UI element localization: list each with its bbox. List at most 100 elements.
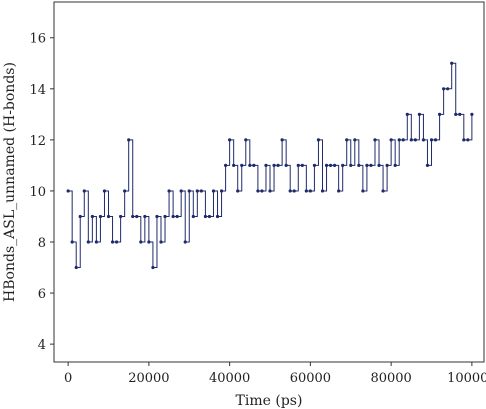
data-point (187, 189, 191, 193)
data-point (389, 138, 393, 142)
data-point (337, 189, 341, 193)
data-point (244, 138, 248, 142)
data-point (417, 112, 421, 116)
data-point (357, 163, 361, 167)
data-point (353, 138, 357, 142)
y-tick-label: 14 (29, 83, 46, 98)
x-tick-label: 80000 (370, 371, 411, 386)
data-point (312, 163, 317, 167)
data-point (320, 189, 325, 193)
data-point (86, 240, 90, 244)
data-point (74, 265, 78, 270)
data-point (284, 163, 288, 167)
data-point (82, 189, 86, 193)
data-point (280, 138, 284, 142)
data-point (183, 240, 187, 244)
data-point (365, 163, 369, 167)
data-point (260, 189, 264, 193)
x-tick-label: 20000 (128, 371, 169, 386)
plot-frame (53, 1, 485, 363)
data-point (437, 112, 442, 116)
data-point (304, 189, 308, 193)
data-point (127, 138, 131, 142)
data-point (349, 163, 353, 167)
data-point (292, 189, 296, 193)
data-point (369, 163, 373, 167)
data-point (345, 138, 349, 142)
y-tick-label: 4 (38, 338, 46, 353)
data-point (78, 214, 82, 219)
x-tick-label: 60000 (290, 371, 331, 386)
data-point (195, 189, 199, 193)
x-tick-label: 40000 (209, 371, 250, 386)
data-point (175, 214, 179, 219)
data-point (151, 265, 155, 270)
data-point (232, 163, 236, 167)
data-point (377, 163, 381, 167)
y-tick-label: 6 (38, 287, 46, 302)
data-point (296, 163, 300, 167)
data-point (131, 214, 135, 219)
y-axis-ticks: 4 6 8 10 12 14 16 (29, 32, 54, 353)
x-tick-label: 0 (64, 371, 72, 386)
data-point (106, 214, 111, 219)
data-point (240, 163, 244, 167)
data-point (429, 138, 434, 142)
data-point (333, 163, 337, 167)
data-point (191, 214, 195, 219)
data-point (466, 138, 470, 142)
data-point (324, 163, 329, 167)
data-point (66, 189, 70, 193)
data-point (236, 189, 240, 193)
data-point (458, 112, 462, 116)
data-point (454, 112, 458, 116)
data-point (114, 240, 119, 244)
data-point (288, 189, 292, 193)
data-point (163, 214, 167, 219)
data-point (341, 163, 345, 167)
x-tick-label: 100000 (447, 371, 486, 386)
data-point (450, 61, 454, 65)
data-point (470, 112, 474, 116)
data-point (211, 189, 216, 193)
series-layer (66, 61, 474, 270)
data-point (409, 138, 413, 142)
data-point (276, 163, 280, 167)
data-point (98, 214, 103, 219)
data-point (308, 189, 312, 193)
x-axis-label: Time (ps) (236, 393, 303, 409)
data-point (159, 240, 163, 244)
data-point (119, 214, 123, 219)
data-point (203, 214, 208, 219)
data-point (224, 163, 228, 167)
data-point (102, 189, 107, 193)
data-point (328, 163, 333, 167)
data-point (199, 189, 203, 193)
data-point (268, 189, 272, 193)
data-point (361, 189, 365, 193)
data-point (256, 189, 260, 193)
data-point (442, 87, 446, 91)
y-tick-label: 8 (38, 236, 46, 251)
data-point (264, 163, 268, 167)
data-point (316, 138, 321, 142)
series-line (68, 62, 473, 269)
data-point (167, 189, 171, 193)
data-point (171, 214, 175, 219)
data-point (373, 138, 377, 142)
data-point (381, 189, 385, 193)
data-point (123, 189, 127, 193)
data-point (139, 240, 143, 244)
y-tick-label: 16 (29, 32, 46, 47)
data-point (272, 163, 276, 167)
data-point (143, 214, 147, 219)
data-point (207, 214, 212, 219)
data-point (425, 163, 430, 167)
data-point (219, 189, 224, 193)
data-point (397, 138, 401, 142)
data-point (110, 240, 115, 244)
data-point (135, 214, 139, 219)
data-point (300, 163, 304, 167)
data-point (90, 214, 94, 219)
